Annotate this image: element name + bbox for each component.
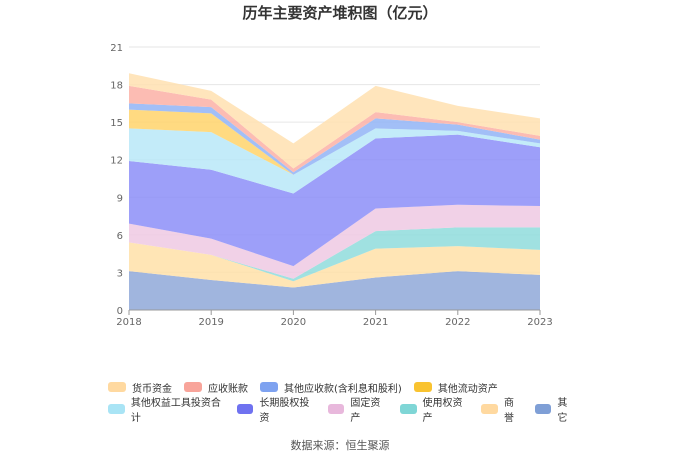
legend-swatch xyxy=(327,404,345,414)
legend-label: 货币资金 xyxy=(132,383,172,395)
legend-item[interactable]: 其它 xyxy=(534,394,576,424)
legend-label: 其它 xyxy=(557,398,568,424)
x-tick-label: 2018 xyxy=(116,317,141,328)
axis-layer: 0 3 6 9 12 15 18 21 2018 2019 2020 2021 2022 2023 xyxy=(110,43,552,328)
x-tick-label: 2022 xyxy=(445,317,470,328)
area-series-其他应收款(含利息和股利) xyxy=(129,103,540,175)
legend-item[interactable]: 长期股权投资 xyxy=(236,394,316,424)
legend-item[interactable]: 货币资金 xyxy=(108,380,172,395)
legend-label: 应收账款 xyxy=(208,383,248,395)
area-series-其它 xyxy=(129,271,540,310)
y-tick-label: 12 xyxy=(110,156,123,167)
source-note: 数据来源：恒生聚源 xyxy=(290,439,390,452)
area-series-layer xyxy=(129,73,540,310)
legend-item[interactable]: 固定资产 xyxy=(327,394,388,424)
y-tick-label: 21 xyxy=(110,43,123,54)
legend-label: 使用权资产 xyxy=(422,398,463,424)
legend-swatch xyxy=(108,382,126,392)
legend-swatch xyxy=(236,404,254,414)
legend-label: 长期股权投资 xyxy=(259,398,310,424)
y-tick-label: 3 xyxy=(117,268,123,279)
area-series-货币资金 xyxy=(129,73,540,169)
legend-label: 其他权益工具投资合计 xyxy=(130,398,221,424)
legend-label: 其他流动资产 xyxy=(437,383,498,395)
y-tick-label: 9 xyxy=(117,193,123,204)
legend-label: 固定资产 xyxy=(350,398,381,424)
legend-label: 商誉 xyxy=(504,398,515,424)
legend-swatch xyxy=(184,382,202,392)
legend: 货币资金 应收账款 其他应收款(含利息和股利) 其他流动资产 其他权益工具投资合计 长期… xyxy=(108,376,588,424)
y-tick-label: 18 xyxy=(110,81,123,92)
legend-label: 其他应收款(含利息和股利) xyxy=(284,383,402,395)
x-tick-label: 2020 xyxy=(281,317,306,328)
legend-item[interactable]: 使用权资产 xyxy=(399,394,470,424)
legend-item[interactable]: 应收账款 xyxy=(184,380,248,395)
area-series-其他流动资产 xyxy=(129,109,540,175)
legend-item[interactable]: 其他应收款(含利息和股利) xyxy=(260,380,402,395)
legend-item[interactable]: 其他权益工具投资合计 xyxy=(108,394,225,424)
legend-swatch xyxy=(534,404,552,414)
legend-row: 货币资金 应收账款 其他应收款(含利息和股利) 其他流动资产 xyxy=(108,376,588,398)
y-tick-label: 15 xyxy=(110,118,123,129)
legend-swatch xyxy=(399,404,417,414)
x-tick-label: 2021 xyxy=(363,317,388,328)
area-series-使用权资产 xyxy=(129,227,540,282)
area-series-固定资产 xyxy=(129,204,540,279)
area-series-其他权益工具投资合计 xyxy=(129,128,540,194)
legend-swatch xyxy=(108,404,125,414)
area-series-商誉 xyxy=(129,242,540,288)
area-series-应收账款 xyxy=(129,85,540,173)
legend-row: 其他权益工具投资合计 长期股权投资 固定资产 使用权资产 商誉 其它 xyxy=(108,398,588,424)
legend-item[interactable]: 其他流动资产 xyxy=(413,380,498,395)
legend-swatch xyxy=(260,382,278,392)
x-tick-label: 2019 xyxy=(198,317,223,328)
chart-title: 历年主要资产堆积图（亿元） xyxy=(242,4,438,22)
legend-swatch xyxy=(413,382,432,392)
y-tick-label: 0 xyxy=(117,306,123,317)
y-tick-label: 6 xyxy=(117,231,123,242)
legend-swatch xyxy=(481,404,499,414)
area-series-长期股权投资 xyxy=(129,134,540,267)
x-tick-label: 2023 xyxy=(527,317,552,328)
legend-item[interactable]: 商誉 xyxy=(481,394,522,424)
